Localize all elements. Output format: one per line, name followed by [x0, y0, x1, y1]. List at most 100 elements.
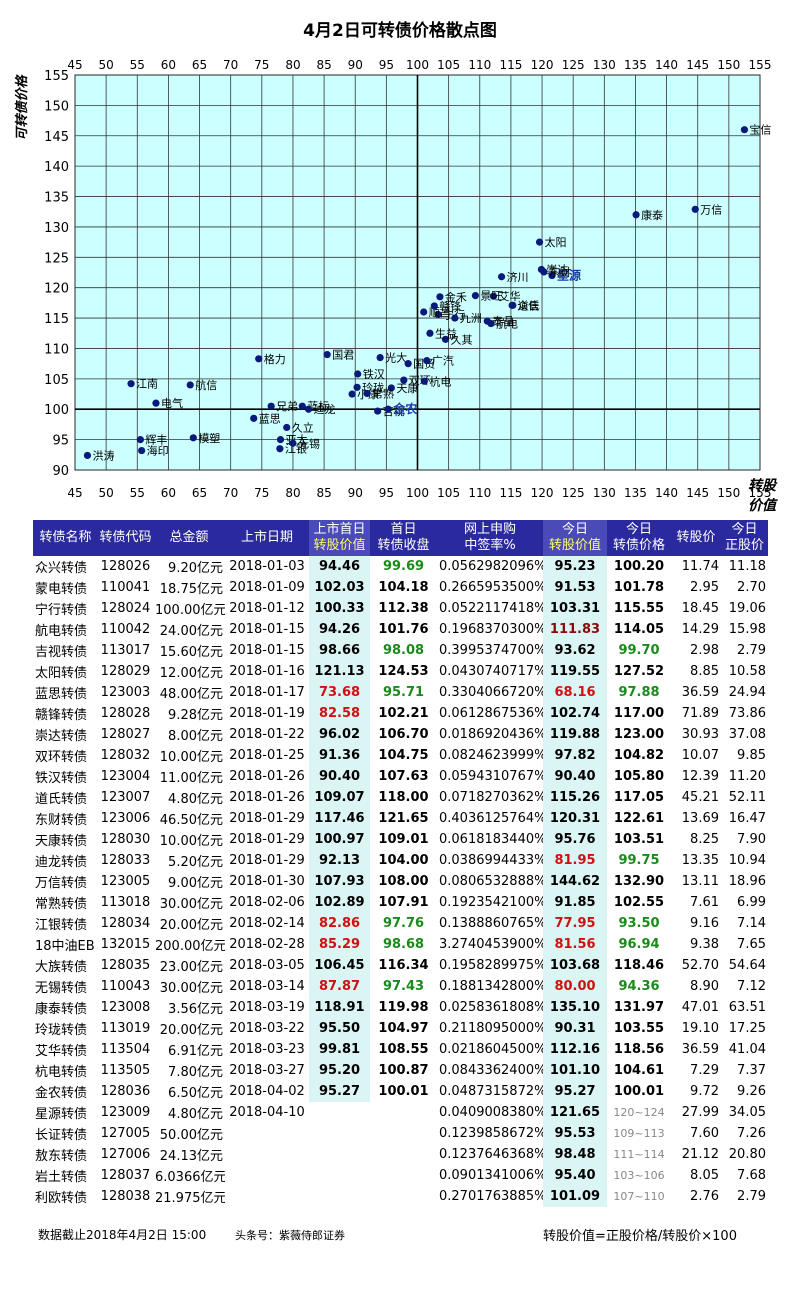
x-tick-label-bottom: 125 [562, 486, 585, 500]
data-point [276, 445, 284, 453]
table-cell: 12.00亿元 [159, 666, 223, 681]
data-point [535, 238, 544, 246]
table-cell: 0.1923542100% [439, 895, 543, 910]
table-header-cell: 今日 转股价值 [543, 520, 607, 556]
table-cell: 102.89 [309, 892, 370, 913]
table-cell: 131.97 [613, 1000, 665, 1015]
x-tick-label-top: 105 [437, 58, 460, 72]
point-label: 太阳 [545, 236, 567, 249]
x-tick-label-top: 120 [531, 58, 554, 72]
table-cell: 2018-03-22 [229, 1021, 305, 1036]
table-cell: 96.02 [309, 724, 370, 745]
point-label: 康泰 [641, 208, 663, 222]
table-row: 艾华转债 113504 6.91亿元 2018-03-23 99.81 108.55 0.0… [33, 1039, 768, 1060]
table-cell: 45.21 [681, 790, 719, 805]
table-cell: 127006 [100, 1147, 151, 1162]
table-cell [370, 1165, 437, 1186]
table-cell: 0.2118095000% [439, 1021, 543, 1036]
table-cell: 115.26 [543, 787, 607, 808]
x-tick-label-top: 75 [254, 58, 269, 72]
table-cell: 7.12 [737, 979, 766, 994]
point-label: 久其 [451, 333, 473, 346]
table-cell: 117.46 [309, 808, 370, 829]
table-cell: 迪龙转债 [35, 855, 88, 870]
table-cell: 117.00 [613, 706, 665, 721]
table-cell: 2018-03-27 [229, 1063, 305, 1078]
chart-title: 4月2日可转债价格散点图 [303, 20, 497, 41]
table-cell: 利欧转债 [35, 1191, 88, 1206]
table-cell: 112.38 [378, 601, 429, 616]
table-cell: 2.79 [737, 643, 766, 658]
table-cell: 21.12 [681, 1147, 719, 1162]
point-label: 济川 [507, 270, 529, 284]
data-point [540, 268, 548, 276]
table-cell: 0.0901341006% [439, 1168, 543, 1183]
table-cell: 128027 [100, 727, 151, 742]
table-cell: 太阳转债 [35, 666, 88, 681]
table-cell: 0.0618183440% [439, 832, 543, 847]
table-cell: 10.94 [728, 853, 766, 868]
data-point [323, 350, 331, 359]
x-tick-label-bottom: 150 [717, 486, 740, 500]
table-cell: 104.82 [613, 748, 665, 763]
table-cell: 82.86 [309, 913, 370, 934]
table-cell: 2018-02-28 [229, 937, 305, 952]
table-cell: 100.87 [378, 1063, 429, 1078]
table-cell: 132015 [100, 937, 151, 952]
table-cell: 128026 [100, 559, 151, 574]
y-tick-label: 125 [44, 251, 69, 266]
table-cell: 杭电转债 [35, 1065, 88, 1080]
data-point [400, 376, 408, 384]
table-cell: 0.1968370300% [439, 622, 543, 637]
point-label: 迪龙 [314, 403, 336, 416]
table-row: 敖东转债 127006 24.13亿元 0.1237646368% 98.48 111~1… [33, 1144, 768, 1165]
table-cell: 36.59 [681, 1042, 719, 1057]
x-tick-label-bottom: 115 [499, 486, 522, 500]
table-cell: 46.50亿元 [159, 813, 223, 828]
x-tick-label-bottom: 65 [192, 486, 207, 500]
x-tick-label-top: 55 [130, 58, 145, 72]
table-cell: 121.65 [378, 811, 429, 826]
table-cell [225, 1186, 309, 1207]
table-cell: 2018-01-29 [229, 853, 305, 868]
table-cell: 10.00亿元 [159, 750, 223, 765]
x-tick-label-top: 100 [406, 58, 429, 72]
table-cell: 4.80亿元 [168, 1107, 223, 1122]
point-label: 久立 [292, 420, 314, 434]
table-cell: 81.56 [543, 934, 607, 955]
data-point [430, 302, 438, 310]
table-cell: 18.75亿元 [159, 582, 223, 597]
table-cell: 103.51 [613, 832, 665, 847]
table-cell: 103.68 [543, 955, 607, 976]
table-cell: 15.60亿元 [159, 645, 223, 660]
table-cell: 128029 [100, 664, 151, 679]
point-label: 蓝标 [307, 399, 329, 413]
point-label: 星源 [557, 268, 581, 283]
table-cell: 15.98 [728, 622, 766, 637]
table-cell: 27.99 [681, 1105, 719, 1120]
table-cell: 117.05 [613, 790, 665, 805]
table-cell: 长证转债 [35, 1128, 88, 1143]
table-cell: 2.79 [737, 1189, 766, 1204]
table-header-cell: 上市首日 转股价值 [309, 520, 370, 556]
table-cell: 94.36 [618, 979, 660, 994]
table-cell: 0.0522117418% [439, 601, 543, 616]
table-cell [225, 1144, 309, 1165]
table-cell: 90.40 [543, 766, 607, 787]
table-cell: 9.72 [690, 1084, 719, 1099]
table-cell: 0.0258361808% [439, 1000, 543, 1015]
table-cell: 93.62 [543, 640, 607, 661]
point-label: 宁行 [443, 307, 465, 321]
table-cell: 119.98 [378, 1000, 429, 1015]
table-cell: 118.56 [613, 1042, 665, 1057]
table-cell: 135.10 [543, 997, 607, 1018]
table-cell: 康泰转债 [35, 1002, 88, 1017]
table-cell: 2018-01-30 [229, 874, 305, 889]
table-cell: 8.00亿元 [168, 729, 223, 744]
table-cell: 2018-01-29 [229, 832, 305, 847]
table-cell: 124.53 [378, 664, 429, 679]
table-header-cell: 总金额 [153, 520, 225, 556]
table-cell: 81.95 [543, 850, 607, 871]
table-cell: 2018-02-14 [229, 916, 305, 931]
table-cell: 100.97 [309, 829, 370, 850]
